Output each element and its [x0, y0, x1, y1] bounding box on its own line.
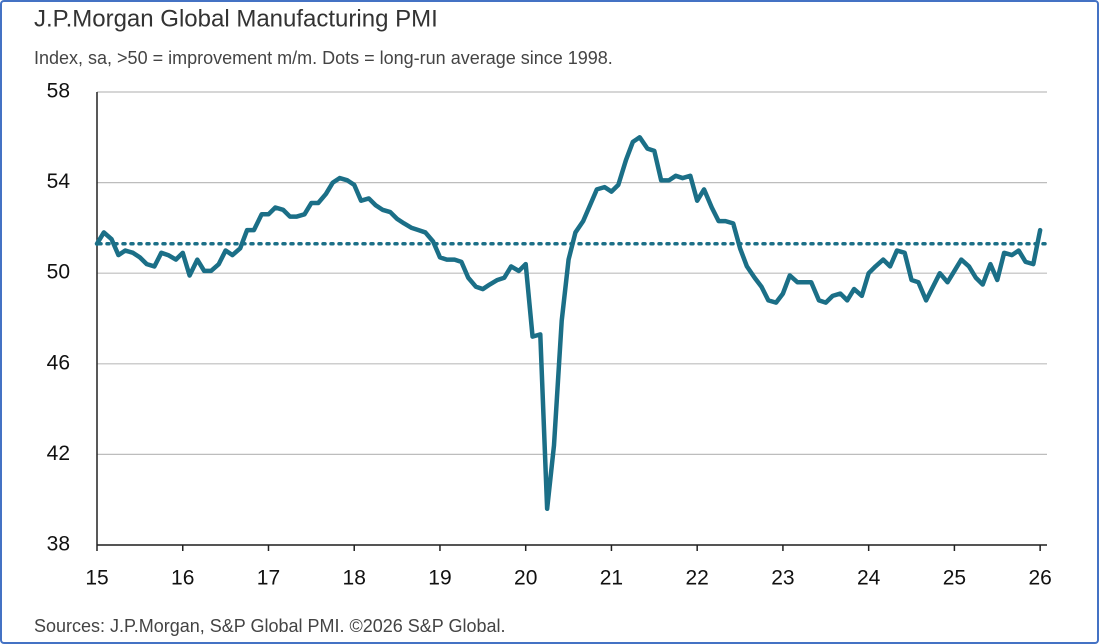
- y-tick-label: 46: [47, 351, 70, 374]
- source-note: Sources: J.P.Morgan, S&P Global PMI. ©20…: [34, 616, 506, 636]
- chart-title: J.P.Morgan Global Manufacturing PMI: [34, 5, 438, 32]
- x-tick-label: 18: [343, 567, 366, 590]
- x-tick-label: 26: [1028, 567, 1051, 590]
- y-tick-label: 54: [47, 170, 71, 193]
- x-tick-label: 23: [771, 567, 794, 590]
- y-tick-label: 50: [47, 261, 70, 284]
- x-tick-label: 21: [600, 567, 623, 590]
- chart-subtitle: Index, sa, >50 = improvement m/m. Dots =…: [34, 48, 613, 68]
- x-tick-label: 24: [857, 567, 881, 590]
- series-line: [94, 135, 1043, 512]
- x-tick-label: 22: [686, 567, 709, 590]
- x-tick-label: 19: [428, 567, 451, 590]
- y-tick-label: 58: [47, 80, 70, 103]
- x-tick-label: 16: [171, 567, 194, 590]
- x-tick-label: 20: [514, 567, 537, 590]
- x-tick-label: 17: [257, 567, 280, 590]
- x-tick-label: 25: [943, 567, 966, 590]
- y-tick-label: 38: [47, 533, 70, 556]
- x-tick-label: 15: [85, 567, 108, 590]
- y-tick-label: 42: [47, 442, 70, 465]
